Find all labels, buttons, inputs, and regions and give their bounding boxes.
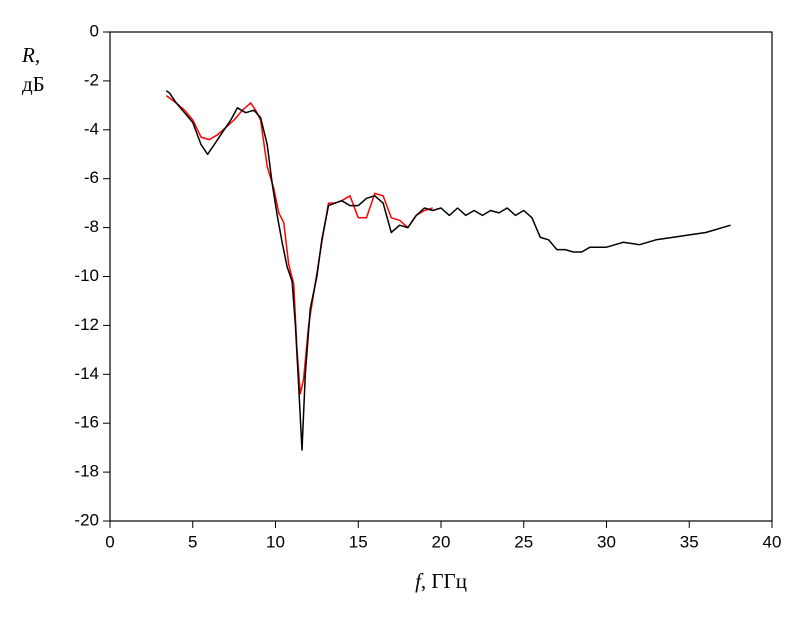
data-line [165, 90, 731, 451]
y-tick-label: -8 [84, 217, 99, 236]
plot-frame [109, 31, 773, 522]
x-tick-label: 15 [349, 532, 368, 551]
x-axis-label: f, ГГц [415, 569, 467, 593]
y-tick-label: -2 [84, 70, 99, 89]
y-axis-label: R, [21, 43, 40, 67]
y-tick-label: -12 [74, 315, 99, 334]
y-tick-label: -18 [74, 462, 99, 481]
x-tick-label: 20 [432, 532, 451, 551]
x-tick-label: 30 [597, 532, 616, 551]
x-tick-label: 40 [763, 532, 782, 551]
y-tick-label: -14 [74, 364, 99, 383]
y-axis-label: дБ [22, 72, 45, 96]
data-line [165, 94, 433, 395]
x-tick-label: 0 [105, 532, 114, 551]
y-tick-label: 0 [90, 21, 99, 40]
y-tick-label: -4 [84, 119, 99, 138]
x-axis-label-symbol: f [415, 569, 424, 593]
x-axis-label-unit: , ГГц [421, 569, 467, 593]
x-tick-label: 10 [266, 532, 285, 551]
y-tick-label: -6 [84, 168, 99, 187]
x-tick-label: 35 [680, 532, 699, 551]
y-tick-label: -20 [74, 510, 99, 529]
x-tick-label: 25 [514, 532, 533, 551]
y-tick-label: -16 [74, 413, 99, 432]
x-tick-label: 5 [188, 532, 197, 551]
y-tick-label: -10 [74, 266, 99, 285]
